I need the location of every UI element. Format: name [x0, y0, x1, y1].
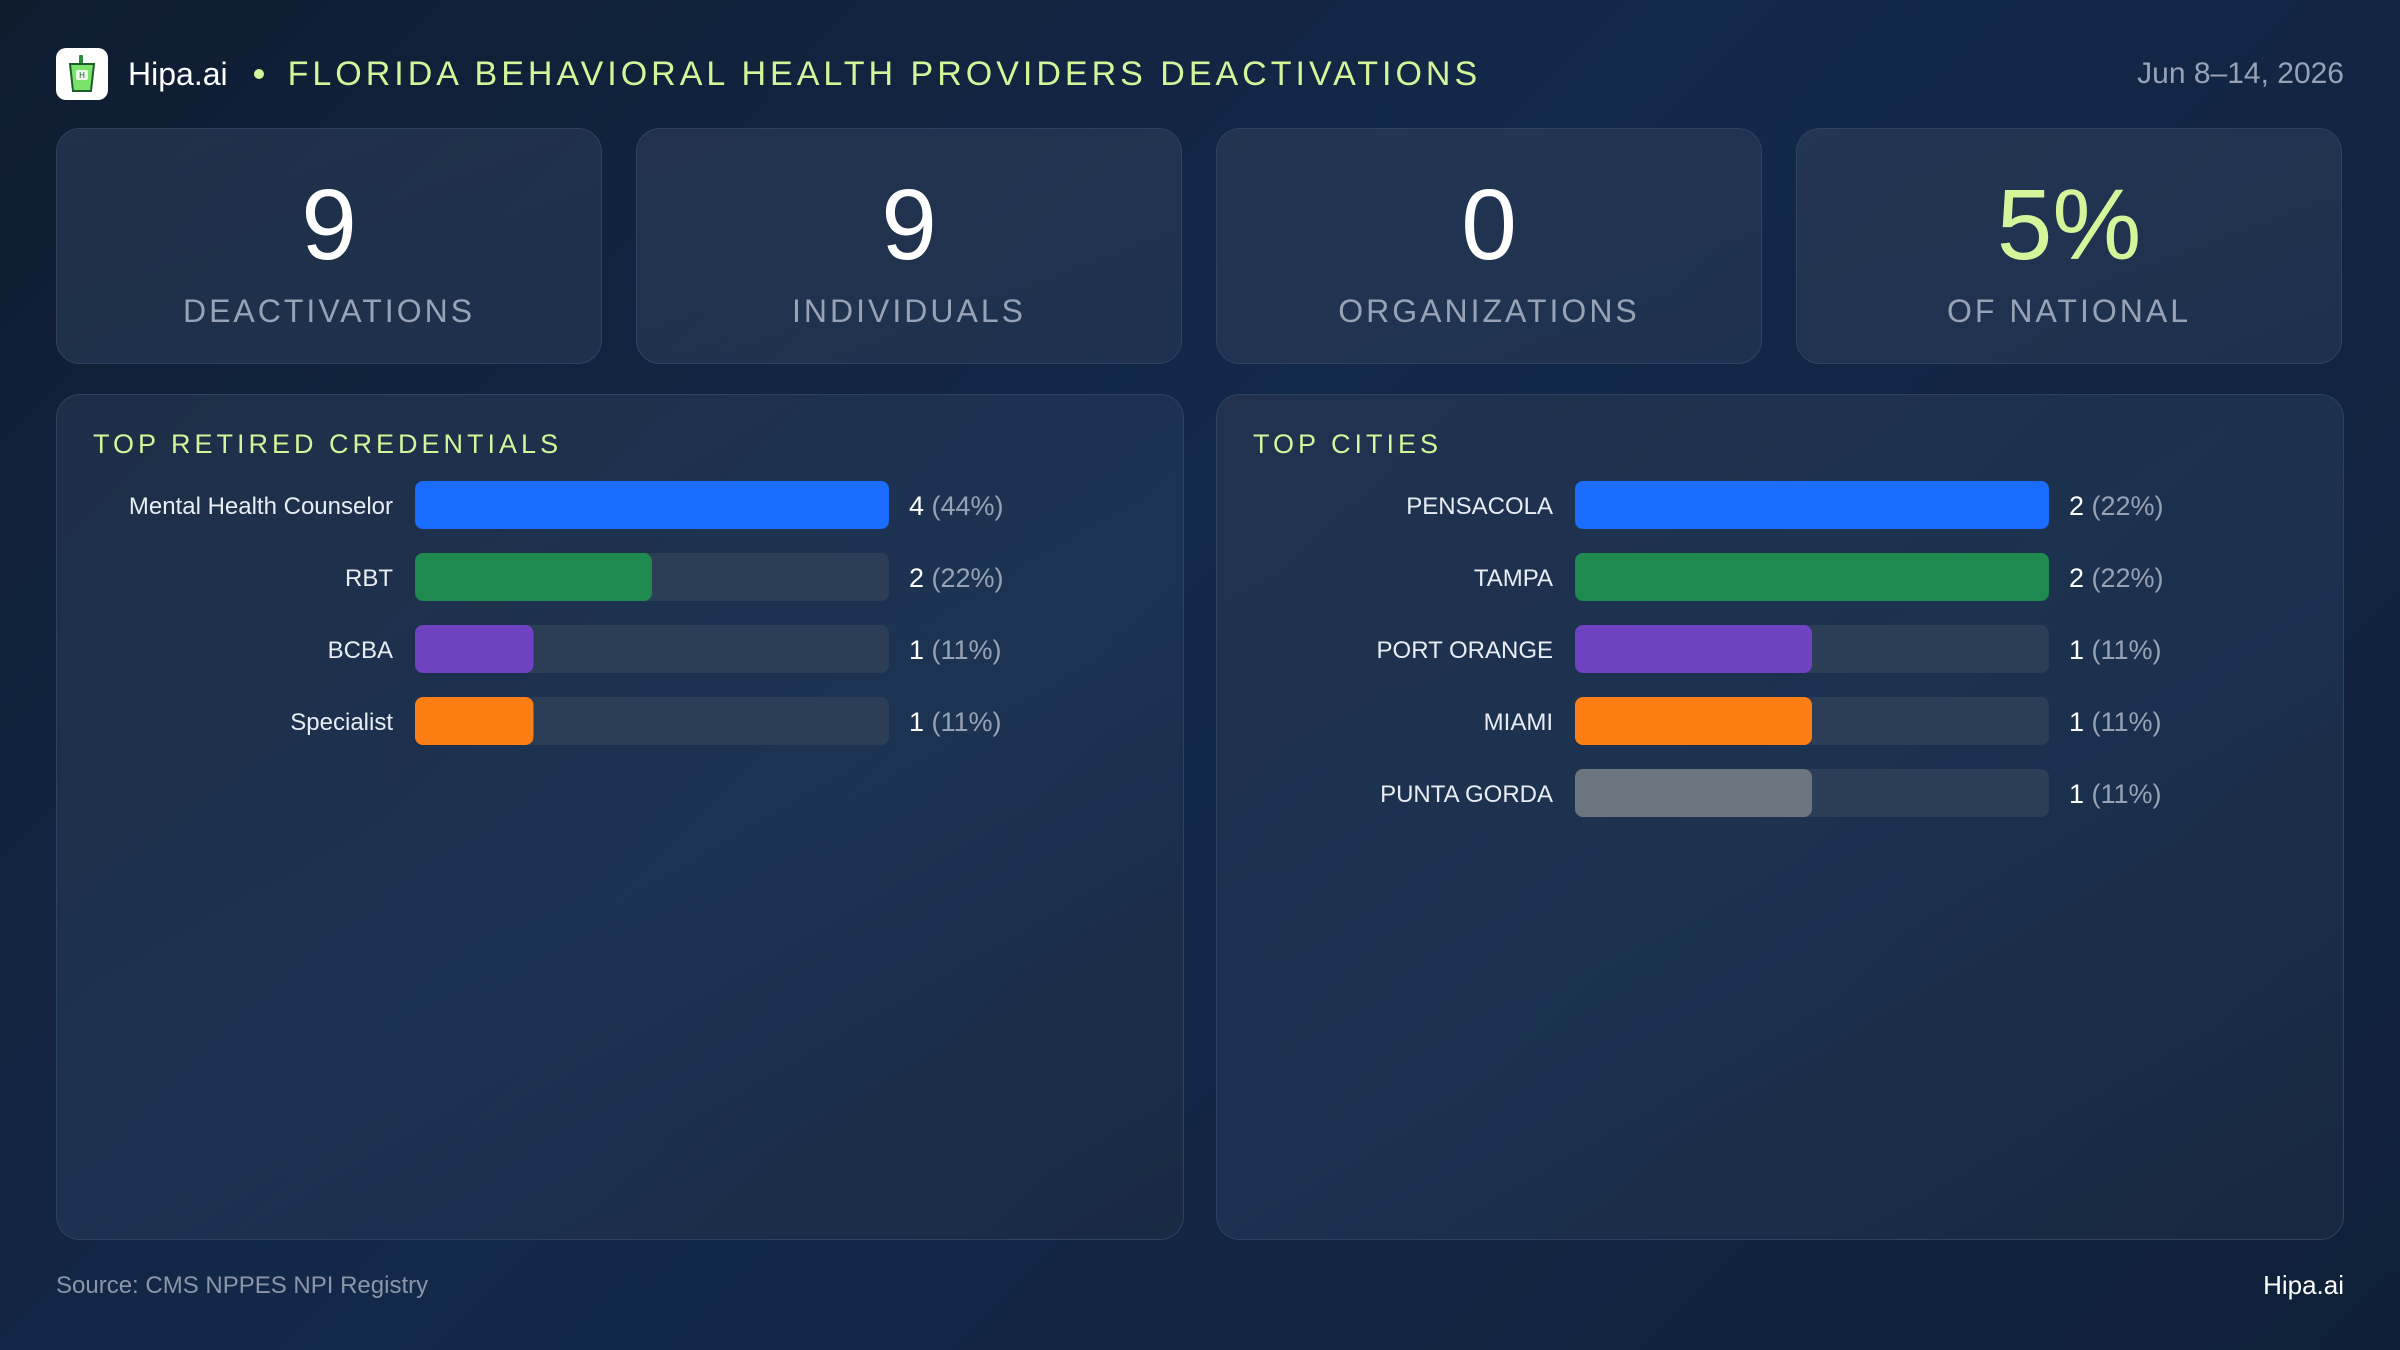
value-label: 1 (11%) [909, 635, 1002, 665]
kpi-card-deactivations: 9 DEACTIVATIONS [56, 128, 602, 364]
page-title: FLORIDA BEHAVIORAL HEALTH PROVIDERS DEAC… [287, 54, 1482, 93]
kpi-value: 5% [1996, 169, 2142, 281]
value-count: 2 [2069, 563, 2092, 593]
value-label: 2 (22%) [2069, 491, 2164, 521]
kpi-label: ORGANIZATIONS [1338, 293, 1640, 329]
brand-name: Hipa.ai [128, 55, 228, 92]
value-label: 1 (11%) [909, 707, 1002, 737]
header: H Hipa.ai FLORIDA BEHAVIORAL HEALTH PROV… [56, 46, 2344, 102]
value-label: 1 (11%) [2069, 779, 2162, 809]
value-percent: (11%) [2092, 635, 2162, 665]
category-label: PENSACOLA [1406, 493, 1553, 520]
value-count: 1 [2069, 635, 2092, 665]
kpi-label: INDIVIDUALS [792, 293, 1026, 329]
panel-title: TOP CITIES [1253, 429, 1443, 459]
value-label: 1 (11%) [2069, 635, 2162, 665]
bar [415, 697, 534, 745]
category-label: Mental Health Counselor [129, 493, 393, 520]
credentials-bar-chart: Mental Health Counselor 4 (44%) RBT 2 (22%)… [129, 481, 1004, 745]
kpi-value: 0 [1461, 169, 1517, 281]
kpi-label: OF NATIONAL [1947, 293, 2191, 329]
value-percent: (22%) [2092, 563, 2164, 593]
bar [1575, 481, 2049, 529]
bar [1575, 769, 1812, 817]
category-label: PUNTA GORDA [1380, 781, 1553, 808]
credentials-panel: TOP RETIRED CREDENTIALS Mental Health Co… [56, 394, 1184, 1240]
category-label: BCBA [328, 637, 393, 664]
value-count: 2 [909, 563, 932, 593]
value-percent: (22%) [2092, 491, 2164, 521]
value-label: 2 (22%) [2069, 563, 2164, 593]
kpi-label: DEACTIVATIONS [182, 293, 476, 329]
value-label: 2 (22%) [909, 563, 1004, 593]
footer-brand: Hipa.ai [2263, 1270, 2344, 1300]
kpi-card-organizations: 0 ORGANIZATIONS [1216, 128, 1762, 364]
value-percent: (22%) [932, 563, 1004, 593]
svg-text:H: H [79, 71, 85, 80]
value-count: 1 [2069, 779, 2092, 809]
value-label: 1 (11%) [2069, 707, 2162, 737]
cities-panel: TOP CITIES PENSACOLA 2 (22%) TAMPA 2 (22%) P… [1216, 394, 2344, 1240]
value-count: 1 [2069, 707, 2092, 737]
value-percent: (11%) [932, 635, 1002, 665]
bar [1575, 625, 1812, 673]
category-label: PORT ORANGE [1377, 637, 1553, 664]
source-note: Source: CMS NPPES NPI Registry [56, 1272, 429, 1299]
kpi-value: 9 [301, 169, 357, 281]
value-percent: (11%) [932, 707, 1002, 737]
category-label: MIAMI [1484, 709, 1553, 736]
value-count: 1 [909, 707, 932, 737]
kpi-value: 9 [881, 169, 937, 281]
value-percent: (11%) [2092, 707, 2162, 737]
value-label: 4 (44%) [909, 491, 1004, 521]
separator-dot [253, 69, 264, 79]
category-label: TAMPA [1474, 565, 1553, 592]
value-count: 2 [2069, 491, 2092, 521]
value-percent: (44%) [932, 491, 1004, 521]
cities-bar-chart: PENSACOLA 2 (22%) TAMPA 2 (22%) PORT ORANGE 1… [1377, 481, 2164, 817]
panel-title: TOP RETIRED CREDENTIALS [93, 429, 563, 459]
drink-cup-icon: H [68, 55, 96, 92]
kpi-card-national-share: 5% OF NATIONAL [1796, 128, 2342, 364]
bar [415, 481, 889, 529]
value-percent: (11%) [2092, 779, 2162, 809]
bar [1575, 697, 1812, 745]
value-count: 4 [909, 491, 932, 521]
category-label: Specialist [290, 709, 393, 736]
kpi-card-individuals: 9 INDIVIDUALS [636, 128, 1182, 364]
app-logo: H [56, 48, 108, 100]
bar [415, 625, 534, 673]
bar [1575, 553, 2049, 601]
date-range: Jun 8–14, 2026 [2137, 57, 2344, 90]
bar [415, 553, 652, 601]
category-label: RBT [345, 565, 393, 592]
value-count: 1 [909, 635, 932, 665]
